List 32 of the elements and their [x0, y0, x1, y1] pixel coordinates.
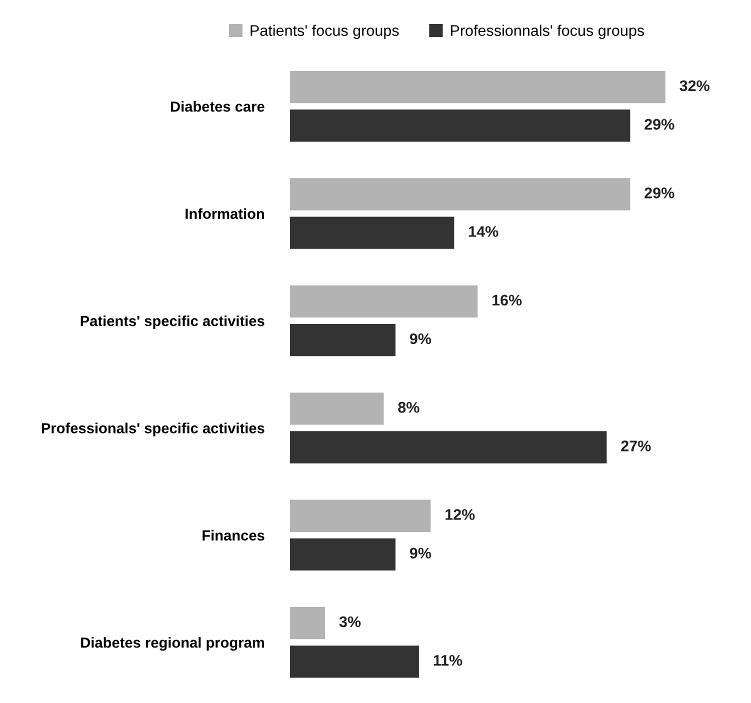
y-tick-label: Patients' specific activities [80, 315, 264, 330]
legend-label: Patients' focus groups [250, 24, 399, 39]
y-tick-label: Finances [202, 530, 264, 541]
y-tick-label: Diabetes regional program [81, 637, 264, 651]
data-label: 9% [410, 548, 432, 559]
data-label: 32% [680, 80, 710, 92]
bar [290, 70, 666, 104]
bar [290, 324, 396, 356]
legend-label: Professionnals' focus groups [450, 24, 644, 39]
data-label: 12% [446, 509, 475, 520]
bar [290, 392, 384, 425]
bar [290, 646, 419, 678]
y-tick-label: Diabetes care [171, 101, 264, 112]
bar [290, 431, 607, 464]
data-label: 29% [644, 118, 674, 130]
bar [290, 285, 478, 318]
data-label: 29% [644, 188, 674, 198]
y-tick-label: Professionals' specific activities [42, 422, 264, 436]
data-label: 9% [410, 333, 432, 344]
y-tick-label: Information [186, 208, 264, 219]
data-label: 8% [398, 402, 420, 413]
data-label: 11% [434, 654, 462, 666]
data-label: 16% [492, 294, 522, 306]
data-label: 14% [469, 226, 498, 237]
bar [290, 500, 431, 532]
bar [290, 216, 454, 249]
bar [290, 606, 326, 640]
bar [290, 110, 630, 142]
bar [290, 538, 396, 571]
data-label: 27% [621, 440, 651, 452]
data-label: 3% [339, 616, 361, 628]
bar [290, 178, 630, 210]
